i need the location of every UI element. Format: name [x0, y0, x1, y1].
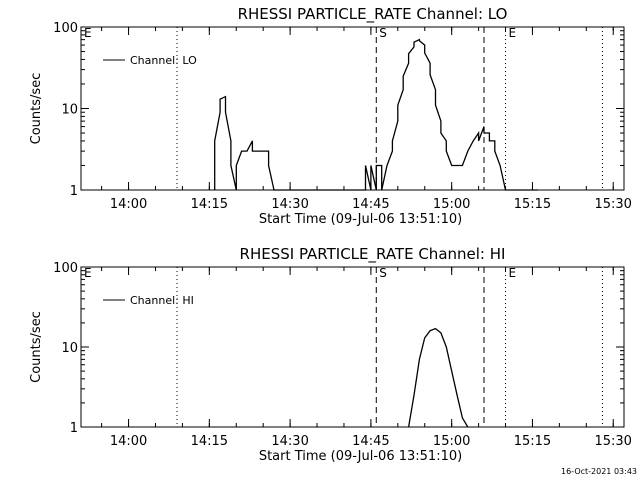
marker-label: E — [84, 266, 92, 280]
y-tick-label: 100 — [53, 261, 78, 276]
x-tick-label: 14:15 — [191, 434, 228, 449]
chart-panel-1: RHESSI PARTICLE_RATE Channel: HI 1 10 100 14… — [29, 245, 632, 464]
y-tick-label: 10 — [61, 341, 78, 356]
x-tick-label: 14:00 — [110, 434, 147, 449]
marker-label: S — [379, 266, 387, 280]
legend-label: Channel: HI — [130, 294, 194, 307]
x-tick-label: 14:30 — [271, 434, 308, 449]
y-axis-label: Counts/sec — [29, 73, 44, 145]
y-tick-label: 1 — [70, 421, 78, 436]
x-tick-label: 15:15 — [514, 197, 551, 212]
x-tick-label: 14:45 — [352, 434, 389, 449]
legend-label: Channel: LO — [130, 54, 197, 67]
marker-label: S — [379, 26, 387, 40]
chart-panel-0: RHESSI PARTICLE_RATE Channel: LO 1 10 100 14… — [29, 5, 632, 227]
x-tick-label: 15:00 — [433, 434, 470, 449]
marker-label: E — [509, 26, 517, 40]
plot-frame — [80, 266, 625, 428]
y-tick-label: 100 — [53, 21, 78, 36]
x-tick-label: 15:30 — [594, 434, 631, 449]
x-tick-label: 15:30 — [594, 197, 631, 212]
x-tick-label: 14:45 — [352, 197, 389, 212]
x-tick-label: 14:30 — [271, 197, 308, 212]
plot-frame — [80, 26, 625, 191]
chart-title: RHESSI PARTICLE_RATE Channel: HI — [240, 245, 506, 264]
x-tick-label: 15:15 — [514, 434, 551, 449]
series-line — [407, 327, 469, 428]
y-axis-label: Counts/sec — [29, 311, 44, 383]
x-axis-label: Start Time (09-Jul-06 13:51:10) — [259, 449, 462, 464]
x-tick-label: 15:00 — [433, 197, 470, 212]
series-line — [214, 38, 538, 191]
x-axis-label: Start Time (09-Jul-06 13:51:10) — [259, 212, 462, 227]
chart-title: RHESSI PARTICLE_RATE Channel: LO — [238, 5, 508, 24]
marker-label: E — [84, 26, 92, 40]
x-tick-label: 14:15 — [191, 197, 228, 212]
x-tick-label: 14:00 — [110, 197, 147, 212]
y-tick-label: 1 — [70, 184, 78, 199]
y-tick-label: 10 — [61, 103, 78, 118]
marker-label: E — [509, 266, 517, 280]
